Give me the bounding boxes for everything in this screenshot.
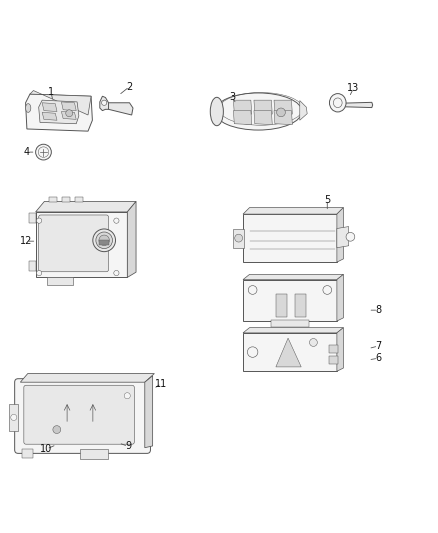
Text: 1: 1 (48, 87, 54, 97)
Polygon shape (254, 100, 272, 114)
Text: 8: 8 (375, 305, 381, 315)
Circle shape (346, 232, 355, 241)
Bar (62, 197, 70, 203)
Polygon shape (35, 201, 136, 212)
FancyBboxPatch shape (14, 379, 150, 454)
Circle shape (53, 426, 61, 433)
Bar (243, 333, 337, 372)
Circle shape (124, 393, 131, 399)
Bar (276, 294, 287, 317)
Text: 3: 3 (229, 92, 235, 102)
Bar (271, 320, 309, 327)
Polygon shape (276, 338, 301, 367)
Polygon shape (124, 389, 131, 402)
Circle shape (36, 218, 42, 223)
Polygon shape (337, 227, 349, 248)
Polygon shape (233, 100, 252, 114)
Text: 11: 11 (155, 378, 167, 389)
Circle shape (36, 270, 42, 276)
Polygon shape (39, 100, 79, 124)
Ellipse shape (93, 229, 116, 252)
Polygon shape (106, 103, 133, 115)
Bar (75, 197, 83, 203)
Bar (80, 449, 108, 459)
Circle shape (323, 286, 332, 294)
Text: 4: 4 (24, 147, 30, 157)
Circle shape (277, 108, 286, 117)
Polygon shape (29, 261, 35, 271)
Circle shape (247, 347, 258, 357)
Ellipse shape (210, 98, 223, 126)
Polygon shape (233, 111, 252, 125)
FancyBboxPatch shape (39, 215, 109, 272)
Polygon shape (10, 404, 18, 431)
Polygon shape (300, 101, 307, 120)
Polygon shape (100, 96, 109, 111)
Polygon shape (254, 111, 272, 125)
Polygon shape (274, 111, 292, 125)
Polygon shape (35, 212, 127, 277)
Text: 5: 5 (324, 195, 330, 205)
Ellipse shape (25, 103, 31, 112)
Circle shape (66, 110, 73, 117)
Bar (329, 356, 338, 364)
Text: 2: 2 (127, 82, 133, 92)
Polygon shape (21, 449, 33, 458)
Polygon shape (61, 102, 76, 111)
Polygon shape (145, 376, 152, 448)
Bar (99, 240, 109, 245)
Polygon shape (30, 91, 91, 115)
Text: 6: 6 (375, 353, 381, 363)
Polygon shape (341, 102, 373, 108)
Text: 12: 12 (20, 236, 32, 246)
Polygon shape (127, 201, 136, 277)
Polygon shape (243, 207, 343, 214)
Ellipse shape (215, 93, 302, 130)
Polygon shape (61, 111, 76, 119)
Bar (46, 277, 73, 285)
Circle shape (114, 270, 119, 276)
Circle shape (235, 234, 243, 242)
Polygon shape (243, 274, 343, 280)
Polygon shape (274, 100, 292, 114)
Bar (233, 229, 244, 248)
Polygon shape (243, 328, 343, 333)
Circle shape (11, 414, 17, 421)
Circle shape (102, 100, 107, 106)
Bar (49, 197, 57, 203)
Bar (295, 294, 306, 317)
Polygon shape (42, 112, 57, 120)
Circle shape (35, 144, 51, 160)
FancyBboxPatch shape (24, 385, 134, 444)
Polygon shape (42, 103, 57, 111)
Text: 9: 9 (125, 441, 131, 451)
Text: 10: 10 (40, 444, 53, 454)
Bar (243, 214, 337, 262)
Ellipse shape (96, 232, 113, 248)
Polygon shape (20, 374, 154, 382)
Bar (329, 345, 338, 353)
Ellipse shape (329, 94, 346, 112)
Circle shape (310, 338, 318, 346)
Polygon shape (337, 207, 343, 262)
Bar (243, 280, 337, 321)
Polygon shape (337, 274, 343, 321)
Circle shape (248, 286, 257, 294)
Text: 7: 7 (375, 341, 381, 351)
Polygon shape (25, 94, 92, 131)
Polygon shape (337, 328, 343, 372)
Ellipse shape (99, 235, 110, 246)
Text: 13: 13 (347, 83, 360, 93)
Polygon shape (29, 213, 35, 223)
Circle shape (114, 218, 119, 223)
